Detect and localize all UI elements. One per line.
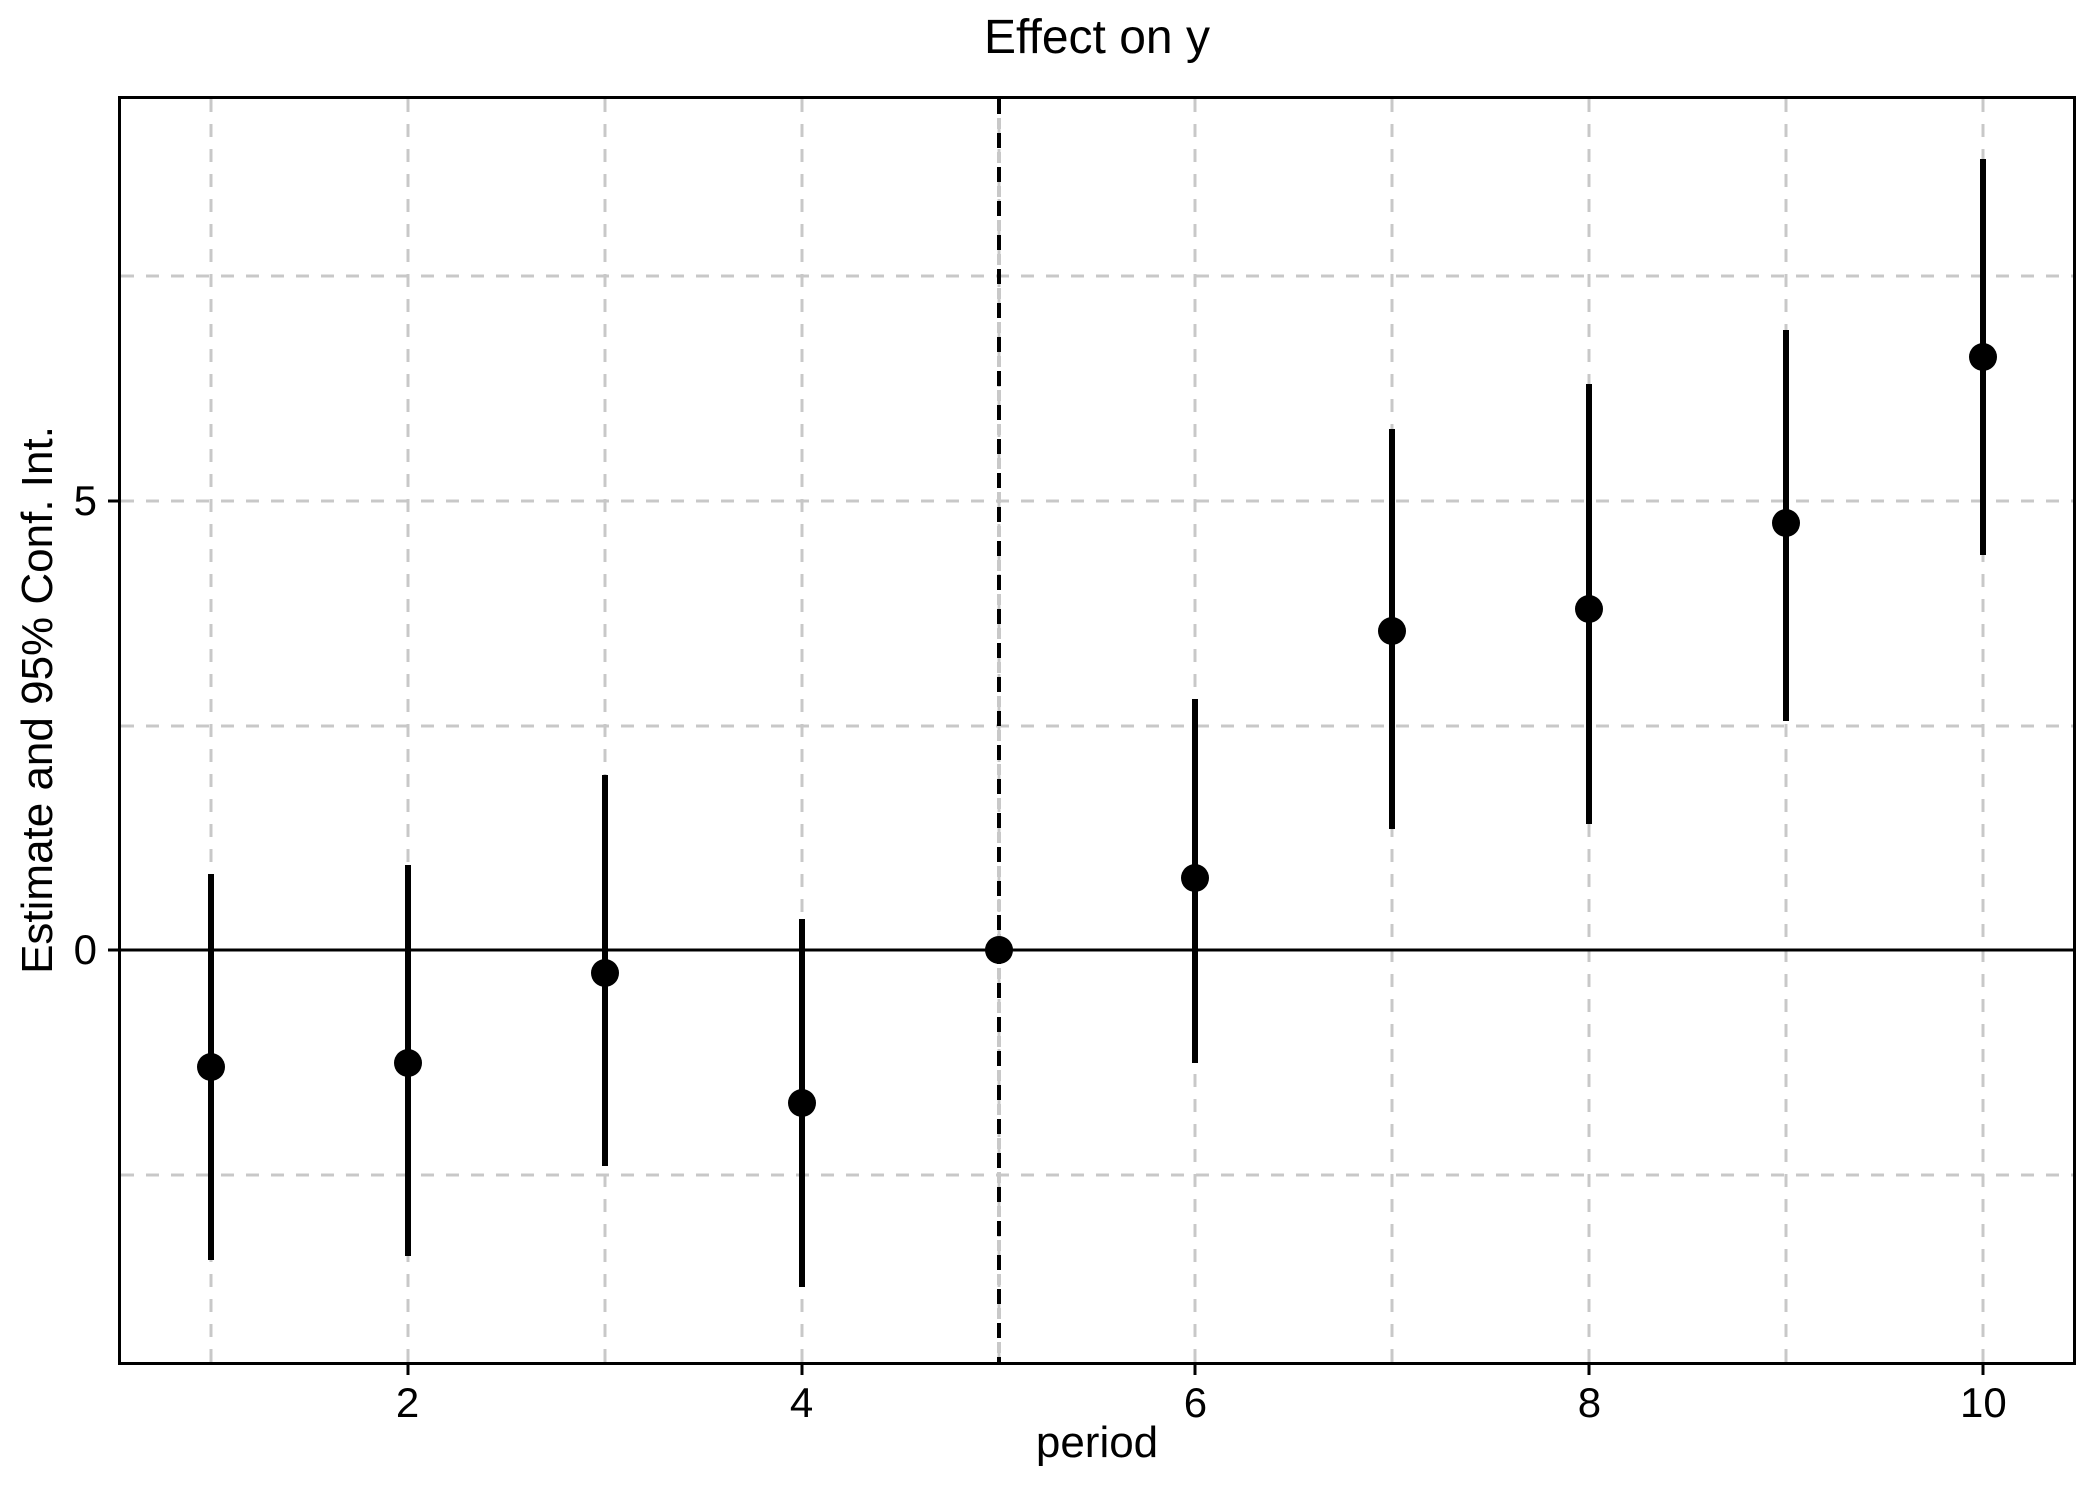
x-tick [406, 1362, 410, 1375]
y-gridline [121, 274, 2073, 278]
x-tick-label: 6 [1183, 1379, 1208, 1426]
x-tick-label: 4 [789, 1379, 814, 1426]
x-gridline [209, 99, 213, 1362]
x-gridline [1784, 99, 1788, 1362]
x-tick [1981, 1362, 1985, 1375]
plot-area: 2 4 6 8 10 0 5 [74, 96, 2076, 1424]
point-marker [1969, 342, 1998, 371]
point-marker [984, 936, 1013, 965]
x-tick-label: 10 [1960, 1379, 2007, 1426]
y-gridline [121, 1173, 2073, 1177]
point-marker [787, 1089, 816, 1118]
y-gridline [121, 499, 2073, 503]
point-marker [1772, 509, 1801, 538]
y-tick-label: 0 [73, 926, 97, 974]
y-tick-label: 5 [73, 476, 97, 524]
y-tick [108, 499, 121, 503]
x-tick [800, 1362, 804, 1375]
treatment-dashed-line [996, 99, 1001, 1362]
point-marker [393, 1048, 422, 1077]
x-axis-label: period [1035, 1418, 1159, 1467]
y-tick [108, 948, 121, 952]
chart-title: Effect on y [984, 11, 1210, 64]
point-marker [196, 1053, 225, 1082]
y-gridline [121, 724, 2073, 728]
x-tick [1587, 1362, 1591, 1375]
point-marker [1378, 617, 1407, 646]
point-marker [1181, 864, 1210, 893]
point-marker [590, 958, 619, 987]
x-gridline [603, 99, 607, 1362]
y-axis-label: Estimate and 95% Conf. Int. [13, 426, 62, 974]
x-gridline [1981, 99, 1985, 1362]
x-tick [1193, 1362, 1197, 1375]
x-gridline [800, 99, 804, 1362]
zero-reference-line [121, 948, 2073, 952]
x-gridline [406, 99, 410, 1362]
point-marker [1575, 594, 1604, 623]
x-tick-label: 8 [1577, 1379, 1602, 1426]
x-tick-label: 2 [395, 1379, 420, 1426]
